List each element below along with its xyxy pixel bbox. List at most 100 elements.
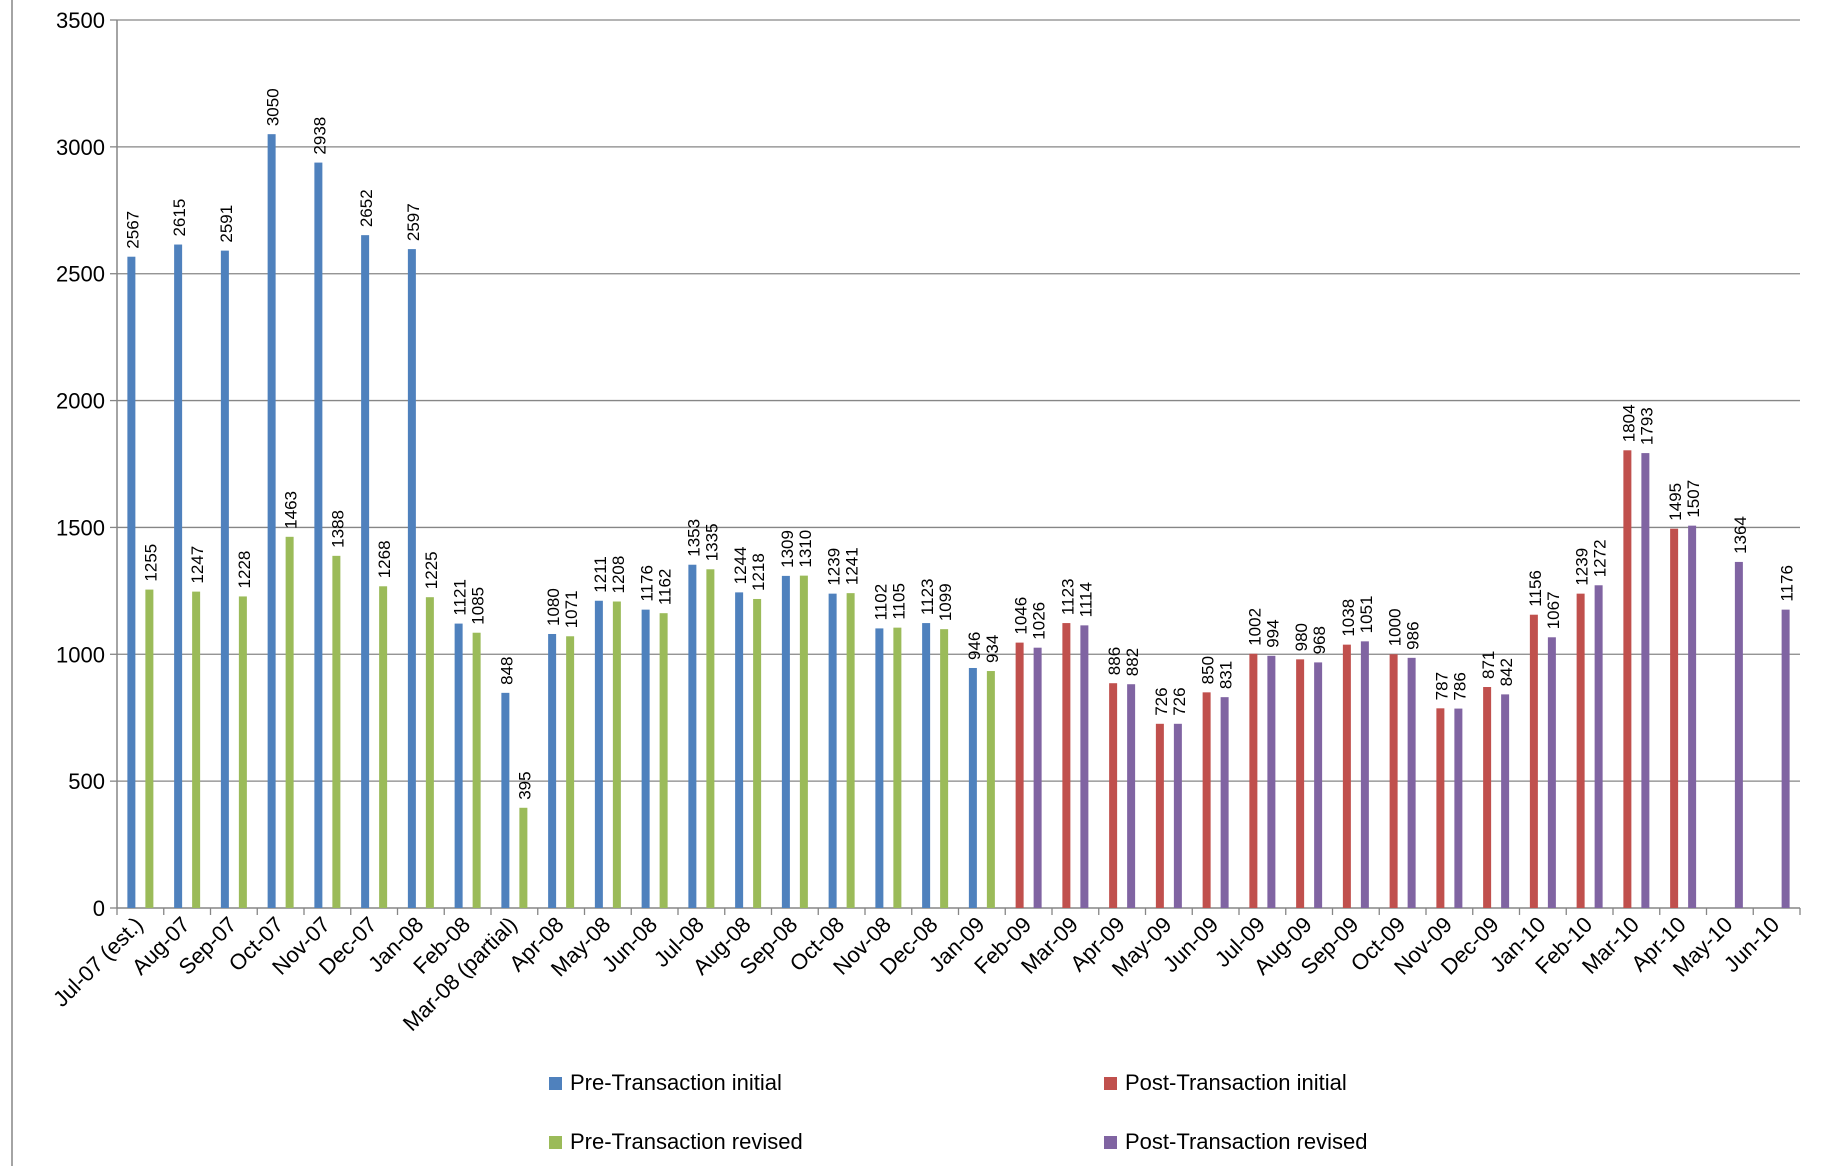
data-label-post-initial: 1123: [1058, 579, 1077, 616]
bar-pre-revised: [192, 591, 201, 908]
data-label-pre-initial: 1353: [684, 519, 703, 557]
bar-pre-initial: [501, 692, 510, 908]
data-label-post-revised: 1272: [1591, 539, 1610, 577]
data-label-post-revised: 831: [1217, 661, 1236, 689]
data-label-post-revised: 1114: [1076, 582, 1095, 617]
data-label-post-initial: 787: [1432, 672, 1451, 700]
data-label-post-revised: 1026: [1030, 602, 1049, 640]
bar-pre-initial: [688, 564, 697, 908]
data-label-pre-revised: 1099: [936, 583, 955, 621]
bar-pre-revised: [893, 627, 902, 908]
y-tick-label-3000: 3000: [56, 135, 105, 160]
data-label-post-revised: 882: [1123, 648, 1142, 676]
data-label-pre-initial: 2652: [357, 189, 376, 227]
bar-post-revised: [1033, 647, 1042, 908]
bar-post-revised: [1407, 657, 1416, 908]
data-label-post-revised: 842: [1497, 658, 1516, 686]
data-label-post-initial: 980: [1292, 623, 1311, 651]
bar-post-revised: [1734, 561, 1743, 908]
axes: [11, 0, 1801, 1166]
bar-post-initial: [1670, 528, 1679, 908]
bar-pre-revised: [986, 671, 995, 908]
bar-post-revised: [1501, 694, 1510, 908]
bar-pre-revised: [332, 555, 341, 908]
data-label-post-initial: 1046: [1012, 597, 1031, 635]
data-label-pre-revised: 1085: [469, 587, 488, 625]
bar-pre-initial: [267, 134, 276, 908]
data-label-pre-revised: 1162: [656, 569, 675, 606]
bar-post-initial: [1483, 687, 1492, 908]
data-label-pre-revised: 1388: [328, 510, 347, 548]
data-label-post-initial: 1239: [1573, 548, 1592, 586]
bar-pre-initial: [968, 667, 977, 908]
bar-pre-initial: [127, 256, 136, 908]
bar-post-initial: [1436, 708, 1445, 908]
data-label-pre-initial: 2591: [217, 205, 236, 243]
data-label-pre-initial: 1176: [638, 565, 657, 602]
data-label-post-initial: 1038: [1339, 599, 1358, 637]
bar-post-revised: [1781, 609, 1790, 908]
bar-post-initial: [1342, 644, 1351, 908]
bar-post-revised: [1080, 625, 1089, 908]
bar-pre-revised: [706, 569, 715, 908]
data-label-post-revised: 726: [1170, 687, 1189, 715]
bar-post-revised: [1127, 684, 1136, 908]
data-label-pre-initial: 1080: [544, 588, 563, 626]
data-label-pre-initial: 1211: [591, 556, 610, 593]
bar-pre-revised: [425, 597, 434, 908]
bar-post-initial: [1529, 614, 1538, 908]
bar-pre-revised: [472, 632, 481, 908]
data-label-post-revised: 1067: [1544, 591, 1563, 629]
bar-pre-revised: [566, 636, 575, 908]
bar-post-revised: [1314, 662, 1323, 908]
bar-pre-initial: [594, 600, 603, 908]
data-label-pre-revised: 1335: [702, 523, 721, 561]
bar-pre-revised: [285, 536, 294, 908]
bar-pre-initial: [828, 593, 837, 908]
data-label-pre-initial: 2615: [170, 199, 189, 237]
data-label-post-revised: 1793: [1637, 407, 1656, 445]
y-tick-label-1500: 1500: [56, 515, 105, 540]
bar-pre-revised: [612, 601, 621, 908]
bar-post-revised: [1173, 723, 1182, 908]
bar-post-revised: [1594, 585, 1603, 908]
bar-pre-initial: [548, 633, 557, 908]
bar-pre-initial: [735, 592, 744, 908]
data-label-pre-initial: 848: [497, 656, 516, 684]
data-label-pre-revised: 1208: [609, 556, 628, 594]
bar-post-initial: [1249, 653, 1258, 908]
data-label-pre-revised: 1228: [235, 551, 254, 589]
data-label-post-revised: 786: [1450, 672, 1469, 700]
data-label-pre-revised: 1071: [562, 590, 581, 628]
bar-pre-revised: [659, 613, 668, 908]
data-label-post-initial: 886: [1105, 647, 1124, 675]
bar-post-initial: [1296, 659, 1305, 908]
data-label-post-initial: 871: [1479, 651, 1498, 679]
data-label-pre-revised: 1247: [188, 546, 207, 584]
y-tick-label-1000: 1000: [56, 642, 105, 667]
data-label-pre-initial: 3050: [264, 88, 283, 126]
y-tick-label-500: 500: [68, 769, 105, 794]
data-label-post-revised: 1507: [1684, 480, 1703, 518]
bar-post-initial: [1389, 654, 1398, 908]
bar-pre-revised: [799, 575, 808, 908]
bar-pre-initial: [314, 162, 323, 909]
bar-post-initial: [1062, 623, 1071, 908]
bar-post-initial: [1623, 450, 1632, 908]
data-label-pre-initial: 1121: [451, 579, 470, 616]
bar-pre-revised: [145, 589, 154, 908]
data-label-post-initial: 726: [1152, 687, 1171, 715]
bar-post-revised: [1267, 655, 1276, 908]
data-label-pre-revised: 1255: [141, 544, 160, 582]
data-label-post-revised: 968: [1310, 626, 1329, 654]
data-label-pre-revised: 1218: [749, 553, 768, 591]
bar-post-initial: [1109, 683, 1118, 908]
bar-pre-revised: [753, 598, 762, 908]
data-label-pre-initial: 1102: [871, 584, 890, 621]
data-label-post-revised: 1364: [1731, 516, 1750, 554]
gridlines: [117, 19, 1800, 782]
data-label-pre-initial: 2938: [310, 117, 329, 155]
data-label-post-initial: 1156: [1526, 570, 1545, 607]
data-label-pre-initial: 1123: [918, 579, 937, 616]
